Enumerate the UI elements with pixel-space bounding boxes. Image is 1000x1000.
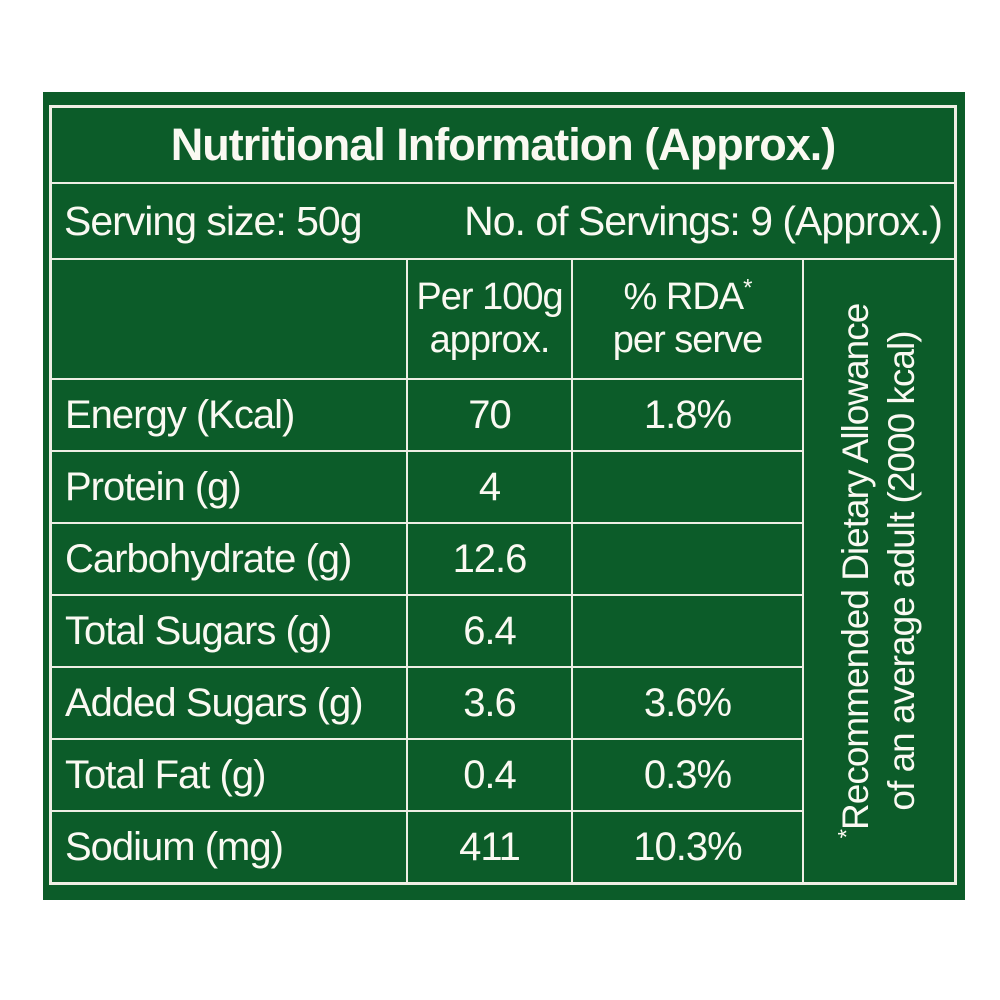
header-rda-line1: % RDA* [623, 274, 753, 319]
footnote-line1: *Recommended Dietary Allowance [833, 259, 879, 884]
footnote-vertical-text: *Recommended Dietary Allowance of an ave… [833, 259, 926, 884]
rda-asterisk: * [743, 274, 752, 302]
header-rda-line2: per serve [612, 319, 763, 361]
footnote-asterisk: * [833, 829, 861, 839]
row-label-energy: Energy (Kcal) [52, 378, 406, 450]
header-per100: Per 100g approx. [406, 260, 571, 378]
row-per100-sodium: 411 [406, 810, 571, 882]
row-per100-protein: 4 [406, 450, 571, 522]
nutrition-table-body: Per 100g approx. % RDA* per serve Energy… [52, 260, 954, 882]
row-rda-protein [571, 450, 802, 522]
row-label-total-fat: Total Fat (g) [52, 738, 406, 810]
nutrition-label-panel: Nutritional Information (Approx.) Servin… [43, 92, 965, 900]
footnote-column: *Recommended Dietary Allowance of an ave… [802, 260, 954, 882]
row-per100-carbohydrate: 12.6 [406, 522, 571, 594]
nutrition-title: Nutritional Information (Approx.) [52, 108, 954, 184]
row-label-protein: Protein (g) [52, 450, 406, 522]
serving-info-row: Serving size: 50g No. of Servings: 9 (Ap… [52, 184, 954, 260]
row-label-carbohydrate: Carbohydrate (g) [52, 522, 406, 594]
row-rda-total-sugars [571, 594, 802, 666]
header-per100-line2: approx. [429, 319, 551, 361]
row-per100-added-sugars: 3.6 [406, 666, 571, 738]
row-label-added-sugars: Added Sugars (g) [52, 666, 406, 738]
row-rda-energy: 1.8% [571, 378, 802, 450]
footnote-line2: of an average adult (2000 kcal) [881, 331, 922, 811]
nutrition-grid: Per 100g approx. % RDA* per serve Energy… [52, 260, 802, 882]
row-rda-sodium: 10.3% [571, 810, 802, 882]
servings-count-text: No. of Servings: 9 (Approx.) [464, 197, 943, 244]
nutrition-table-frame: Nutritional Information (Approx.) Servin… [49, 105, 957, 885]
header-per100-line1: Per 100g [416, 276, 563, 319]
row-per100-energy: 70 [406, 378, 571, 450]
header-rda-text: % RDA [623, 276, 745, 319]
header-blank-cell [52, 260, 406, 378]
footnote-line1-text: Recommended Dietary Allowance [834, 303, 876, 830]
header-rda: % RDA* per serve [571, 260, 802, 378]
serving-size-text: Serving size: 50g [64, 197, 363, 244]
row-label-total-sugars: Total Sugars (g) [52, 594, 406, 666]
row-rda-total-fat: 0.3% [571, 738, 802, 810]
row-label-sodium: Sodium (mg) [52, 810, 406, 882]
row-per100-total-fat: 0.4 [406, 738, 571, 810]
row-per100-total-sugars: 6.4 [406, 594, 571, 666]
row-rda-carbohydrate [571, 522, 802, 594]
row-rda-added-sugars: 3.6% [571, 666, 802, 738]
